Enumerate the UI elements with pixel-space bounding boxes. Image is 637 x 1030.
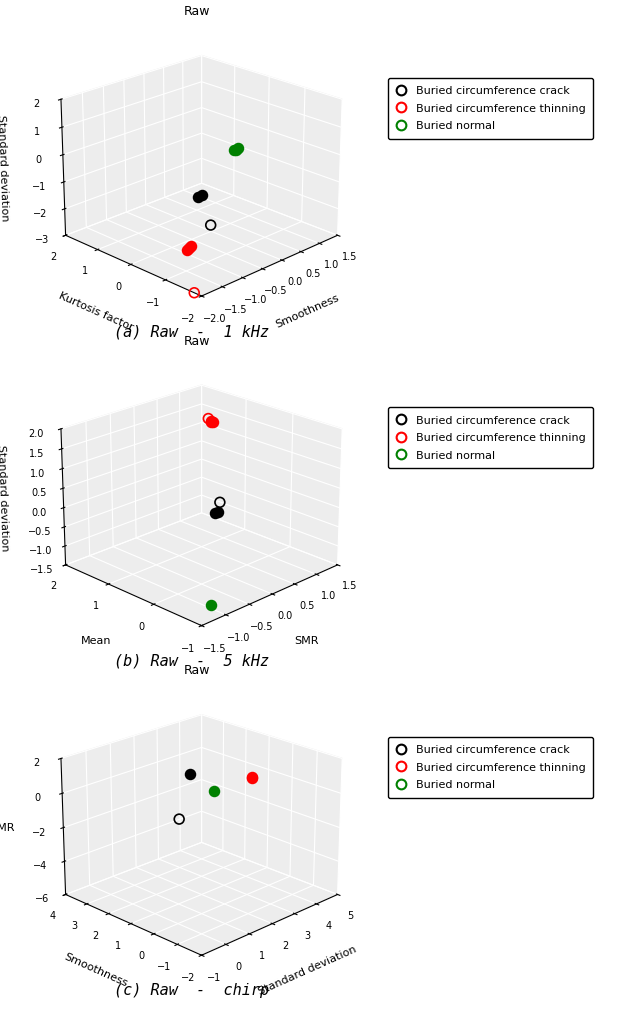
Y-axis label: Mean: Mean [81,637,111,646]
Title: Raw: Raw [184,335,211,348]
X-axis label: Standard deviation: Standard deviation [256,945,357,997]
Text: (a) Raw  -  1 kHz: (a) Raw - 1 kHz [113,324,269,339]
Legend: Buried circumference crack, Buried circumference thinning, Buried normal: Buried circumference crack, Buried circu… [388,77,593,139]
Legend: Buried circumference crack, Buried circumference thinning, Buried normal: Buried circumference crack, Buried circu… [388,407,593,469]
X-axis label: SMR: SMR [295,637,319,646]
Title: Raw: Raw [184,5,211,19]
Legend: Buried circumference crack, Buried circumference thinning, Buried normal: Buried circumference crack, Buried circu… [388,736,593,798]
Y-axis label: Smoothness: Smoothness [63,952,129,989]
Text: (c) Raw  -  chirp: (c) Raw - chirp [113,984,269,998]
X-axis label: Smoothness: Smoothness [274,293,340,330]
Text: (b) Raw  -  5 kHz: (b) Raw - 5 kHz [113,654,269,668]
Y-axis label: Kurtosis factor: Kurtosis factor [57,290,135,333]
Title: Raw: Raw [184,664,211,678]
